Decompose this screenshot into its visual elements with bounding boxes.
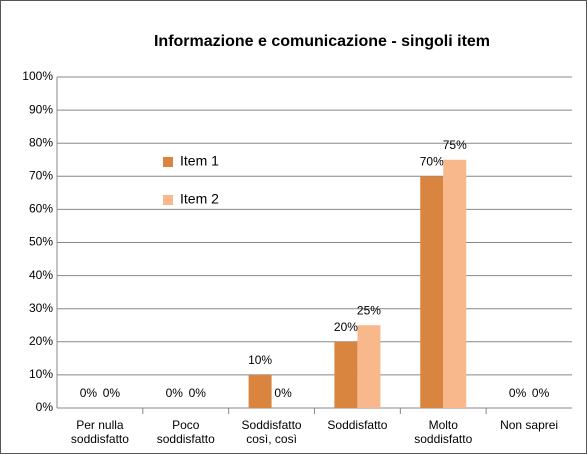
legend-swatch (163, 195, 173, 205)
value-label: 0% (274, 386, 292, 400)
x-tick-label: Poco soddisfatto (157, 418, 215, 446)
legend-swatch (163, 157, 173, 167)
chart-title: Informazione e comunicazione - singoli i… (154, 33, 490, 50)
x-tick-label: Non saprei (500, 418, 558, 432)
y-tick-label: 30% (29, 301, 53, 315)
bar (334, 341, 358, 408)
bar (248, 374, 272, 408)
y-tick-label: 20% (29, 334, 53, 348)
value-label: 70% (420, 154, 444, 168)
value-label: 0% (509, 386, 527, 400)
value-label: 0% (103, 386, 121, 400)
value-label: 10% (248, 353, 272, 367)
legend-label: Item 1 (180, 153, 219, 169)
value-label: 0% (189, 386, 207, 400)
x-tick-label: Soddisfatto (327, 418, 387, 432)
bar (420, 176, 444, 408)
value-label: 0% (166, 386, 184, 400)
y-tick-label: 70% (29, 168, 53, 182)
value-label: 20% (334, 320, 358, 334)
y-tick-label: 40% (29, 268, 53, 282)
x-tick-label: Soddisfatto così, così (242, 418, 302, 446)
value-label: 0% (532, 386, 550, 400)
bar (443, 159, 467, 408)
y-tick-label: 60% (29, 202, 53, 216)
bar (357, 325, 381, 408)
x-tick-label: Per nulla soddisfatto (71, 418, 129, 446)
legend-label: Item 2 (180, 191, 219, 207)
y-tick-label: 90% (29, 102, 53, 116)
value-label: 75% (443, 138, 467, 152)
value-label: 0% (80, 386, 98, 400)
y-tick-label: 10% (29, 367, 53, 381)
y-tick-label: 100% (22, 69, 53, 83)
y-tick-label: 50% (29, 235, 53, 249)
x-tick-label: Molto soddisfatto (414, 418, 472, 446)
y-tick-label: 80% (29, 135, 53, 149)
value-label: 25% (357, 303, 381, 317)
y-tick-label: 0% (36, 400, 54, 414)
